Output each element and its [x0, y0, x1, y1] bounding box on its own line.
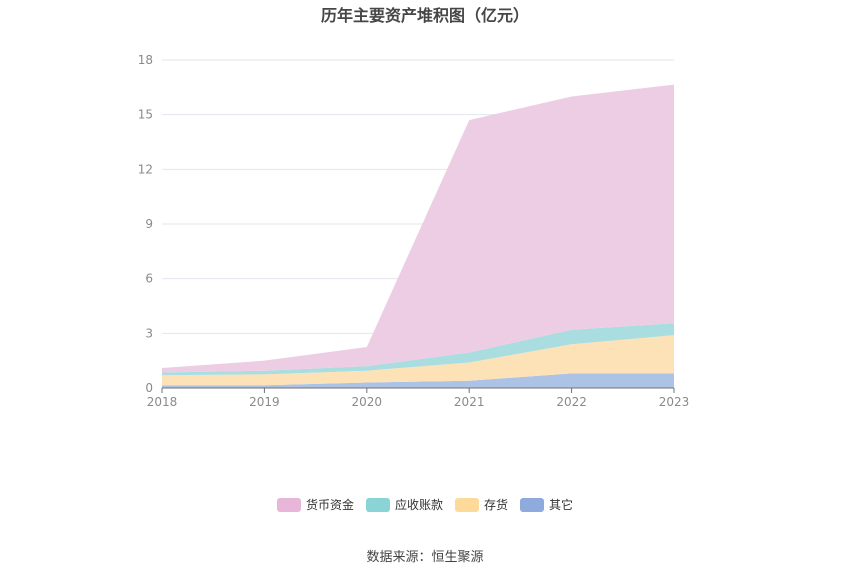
area-series-2 [162, 323, 674, 376]
y-tick-label-3: 3 [145, 326, 153, 340]
y-tick-label-9: 9 [145, 217, 153, 231]
area-series-0 [162, 373, 674, 388]
x-tick-label-2022: 2022 [556, 395, 587, 409]
x-tick-label-2020: 2020 [352, 395, 383, 409]
legend-swatch [455, 497, 479, 512]
y-tick-label-18: 18 [138, 53, 153, 67]
legend-item[interactable]: 货币资金 [276, 496, 354, 513]
x-tick-label-2018: 2018 [147, 395, 178, 409]
x-tick-label-2019: 2019 [249, 395, 280, 409]
legend-swatch [276, 497, 301, 512]
legend-label: 应收账款 [394, 498, 443, 512]
legend-item[interactable]: 其它 [520, 496, 573, 513]
x-tick-label-2021: 2021 [454, 395, 485, 409]
legend-item[interactable]: 存货 [455, 496, 508, 513]
legend-label: 其它 [549, 498, 574, 512]
legend: 货币资金 应收账款 存货 其它 [0, 496, 850, 513]
area-series-1 [162, 335, 674, 386]
y-tick-label-6: 6 [145, 272, 153, 286]
y-tick-label-12: 12 [138, 162, 153, 176]
legend-swatch [520, 497, 545, 512]
legend-label: 存货 [484, 498, 509, 512]
y-tick-label-0: 0 [145, 381, 153, 395]
x-tick-label-2023: 2023 [659, 395, 690, 409]
stacked-area-chart: 0 3 6 9 12 15 18 2018 2019 2020 2021 2022 2023 [138, 53, 690, 409]
legend-swatch [365, 497, 390, 512]
chart-title: 历年主要资产堆积图（亿元） [320, 6, 529, 25]
y-tick-label-15: 15 [138, 108, 153, 122]
area-series-3 [162, 84, 674, 373]
legend-label: 货币资金 [305, 498, 354, 512]
legend-item[interactable]: 应收账款 [365, 496, 443, 513]
data-source: 数据来源：恒生聚源 [366, 550, 484, 565]
